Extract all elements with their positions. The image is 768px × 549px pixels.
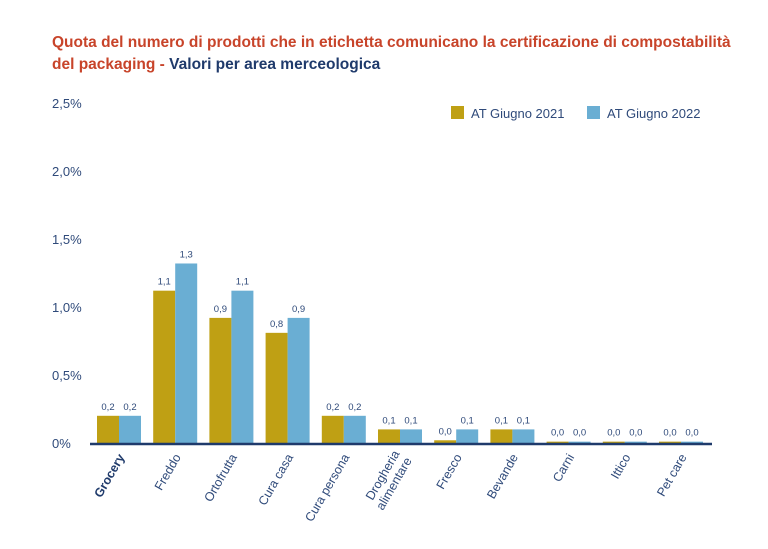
x-tick-label: Freddo <box>152 451 184 492</box>
x-tick-label-line: Grocery <box>91 451 127 500</box>
x-tick-label-line: Cura persona <box>302 451 352 524</box>
data-labels: 0,2 0,2 1,1 1,3 0,9 1,1 0,8 0,9 0,2 0,2 0,1 0,1 0,0 0… <box>101 249 698 438</box>
y-tick-label: 2,5% <box>52 96 82 111</box>
y-axis: 0% 0,5% 1,0% 1,5% 2,0% 2,5% <box>52 96 82 451</box>
data-label: 1,1 <box>236 277 249 288</box>
data-label: 0,1 <box>495 415 508 426</box>
x-tick-label: Ortofrutta <box>201 451 240 504</box>
bar-2022 <box>287 317 310 443</box>
data-label: 0,1 <box>382 415 395 426</box>
x-axis: Grocery Freddo Ortofrutta Cura casa Cura per… <box>90 442 712 524</box>
data-label: 1,3 <box>180 249 193 260</box>
y-tick-label: 1,0% <box>52 300 82 315</box>
x-tick-label-line: Fresco <box>434 451 465 491</box>
legend-swatch <box>587 106 600 119</box>
chart-title-main: Quota del numero di prodotti che in etic… <box>52 34 731 73</box>
data-label: 0,9 <box>214 304 227 315</box>
bar-2022 <box>231 290 254 443</box>
data-label: 0,0 <box>629 428 642 439</box>
x-tick-label: Ittico <box>608 451 633 481</box>
bar-2021 <box>321 415 344 443</box>
data-label: 0,8 <box>270 319 283 330</box>
chart-title-separator: - <box>155 56 170 73</box>
data-label: 0,0 <box>663 428 676 439</box>
data-label: 0,9 <box>292 304 305 315</box>
data-label: 0,1 <box>404 415 417 426</box>
data-label: 0,0 <box>551 428 564 439</box>
bar-2021 <box>602 441 625 444</box>
bar-2022 <box>456 429 479 443</box>
bar-2021 <box>490 429 513 443</box>
data-label: 0,0 <box>573 428 586 439</box>
data-label: 0,0 <box>685 428 698 439</box>
x-tick-label-line: Bevande <box>484 451 521 501</box>
y-tick-label: 0% <box>52 436 71 451</box>
data-label: 0,2 <box>348 402 361 413</box>
bar-2022 <box>119 415 141 443</box>
data-label: 0,1 <box>461 415 474 426</box>
bar-2021 <box>153 290 176 443</box>
bar-2021 <box>659 441 681 444</box>
data-label: 0,0 <box>607 428 620 439</box>
legend-label: AT Giugno 2021 <box>471 106 564 121</box>
bar-2022 <box>400 429 422 443</box>
x-tick-label-line: Ittico <box>608 451 633 481</box>
chart-title: Quota del numero di prodotti che in etic… <box>52 32 742 76</box>
bar-2021 <box>546 441 569 444</box>
bar-2021 <box>378 429 400 443</box>
bar-2022 <box>568 441 591 444</box>
x-tick-label-line: Freddo <box>152 451 184 492</box>
bar-2021 <box>209 317 232 443</box>
bar-2021 <box>265 332 288 443</box>
x-tick-label-line: Pet care <box>654 451 689 498</box>
bar-2022 <box>681 441 703 444</box>
legend: AT Giugno 2021 AT Giugno 2022 <box>451 106 700 121</box>
x-tick-label: Grocery <box>91 451 127 500</box>
data-label: 0,2 <box>123 402 136 413</box>
x-tick-label-line: Ortofrutta <box>201 451 240 504</box>
data-label: 1,1 <box>158 277 171 288</box>
bar-2021 <box>434 440 457 443</box>
y-tick-label: 2,0% <box>52 164 82 179</box>
x-tick-label: Bevande <box>484 451 521 501</box>
data-label: 0,2 <box>101 402 114 413</box>
bar-2022 <box>624 441 647 444</box>
y-tick-label: 0,5% <box>52 368 82 383</box>
data-label: 0,0 <box>439 426 452 437</box>
data-label: 0,2 <box>326 402 339 413</box>
chart-title-subtitle: Valori per area merceologica <box>169 56 381 73</box>
bar-2022 <box>512 429 535 443</box>
legend-label: AT Giugno 2022 <box>607 106 700 121</box>
data-label: 0,1 <box>517 415 530 426</box>
bar-2021 <box>97 415 119 443</box>
y-tick-label: 1,5% <box>52 232 82 247</box>
x-tick-label-line: Carni <box>550 452 577 485</box>
x-tick-label-line: Cura casa <box>256 451 297 507</box>
legend-swatch <box>451 106 464 119</box>
bars <box>97 263 703 444</box>
x-tick-label: Cura casa <box>256 451 297 507</box>
x-tick-label: Carni <box>550 452 577 485</box>
x-tick-label: Fresco <box>434 451 465 491</box>
x-tick-label: Pet care <box>654 451 689 498</box>
bar-2022 <box>175 263 198 443</box>
bar-2022 <box>343 415 366 443</box>
x-tick-label: Cura persona <box>302 451 352 524</box>
